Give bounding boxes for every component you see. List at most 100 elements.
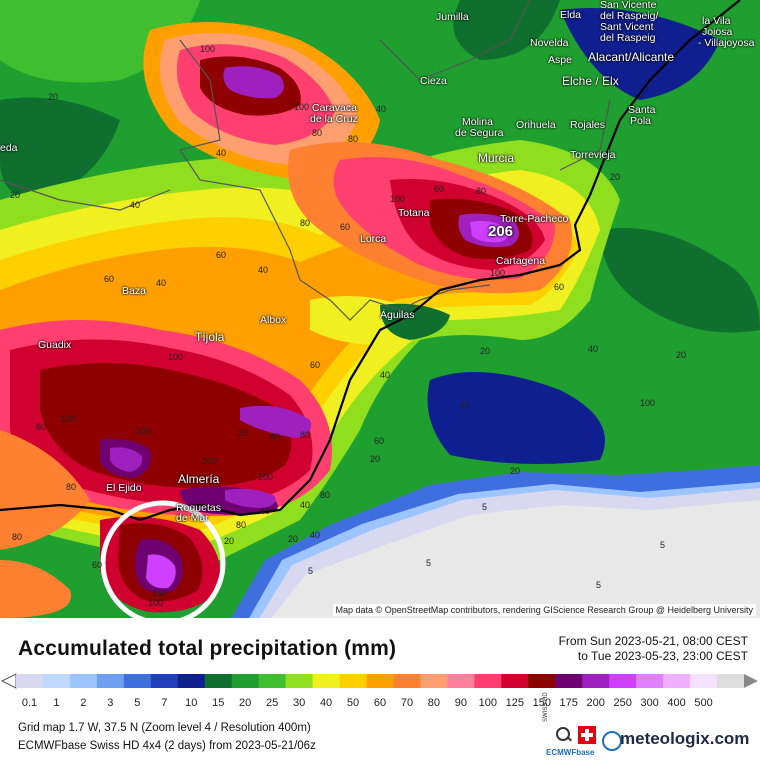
scale-tick-label: 7 bbox=[161, 697, 168, 709]
city-label: Águilas bbox=[380, 309, 415, 321]
scale-swatch bbox=[393, 674, 421, 688]
city-label: del Raspeig bbox=[600, 32, 656, 44]
city-label: Torrevieja bbox=[570, 149, 616, 161]
contour-label: 20 bbox=[288, 534, 299, 544]
city-label: Elda bbox=[560, 9, 582, 21]
contour-label: 20 bbox=[10, 190, 21, 200]
city-label: Molina bbox=[462, 116, 493, 128]
contour-label: 80 bbox=[300, 430, 311, 440]
city-label: San Vicente bbox=[600, 0, 657, 11]
scale-tick-label: 60 bbox=[373, 697, 387, 709]
scale-tick-label: 250 bbox=[613, 697, 632, 709]
scale-swatch bbox=[42, 674, 71, 688]
contour-label: 80 bbox=[312, 128, 323, 138]
precipitation-map[interactable]: Jumilla Elda San Vicente del Raspeig/ Sa… bbox=[0, 0, 760, 618]
city-label: de Mar bbox=[176, 512, 209, 524]
contour-label: 100 bbox=[148, 598, 164, 608]
contour-label: 80 bbox=[320, 490, 331, 500]
contour-label: 150 bbox=[152, 588, 168, 598]
city-label: eda bbox=[0, 142, 18, 154]
legend-title: Accumulated total precipitation (mm) bbox=[18, 637, 397, 660]
contour-label: 80 bbox=[300, 218, 311, 228]
scale-swatch bbox=[717, 674, 745, 688]
scale-swatch bbox=[96, 674, 125, 688]
scale-swatch bbox=[339, 674, 368, 688]
scale-tick-label: 400 bbox=[667, 697, 686, 709]
contour-label: 5 bbox=[596, 580, 602, 590]
contour-label: 20 bbox=[610, 172, 621, 182]
city-label: Joiosa bbox=[702, 26, 733, 38]
scale-tick-label: 175 bbox=[559, 697, 578, 709]
contour-label: 100 bbox=[490, 268, 506, 278]
contour-label: 60 bbox=[340, 222, 351, 232]
scale-swatch bbox=[528, 674, 556, 688]
city-label: Novelda bbox=[530, 37, 569, 49]
scale-swatch bbox=[474, 674, 502, 688]
scale-swatch bbox=[555, 674, 583, 688]
scale-tick-label: 15 bbox=[212, 697, 225, 709]
city-label: de Segura bbox=[455, 127, 504, 139]
scale-tick-label: 50 bbox=[346, 697, 360, 709]
precipitation-field bbox=[0, 0, 760, 618]
contour-label: 60 bbox=[92, 560, 103, 570]
city-label: Aspe bbox=[548, 54, 572, 66]
date-to: to Tue 2023-05-23, 23:00 CEST bbox=[577, 649, 748, 663]
contour-label: 5 bbox=[426, 558, 432, 568]
city-label: Cieza bbox=[420, 75, 447, 87]
contour-label: 60 bbox=[434, 184, 445, 194]
ecmwf-label: ECMWFbase bbox=[546, 748, 595, 757]
city-label: Lorca bbox=[360, 233, 387, 245]
scale-tick-label: 30 bbox=[292, 697, 306, 709]
contour-label: 100 bbox=[258, 472, 274, 482]
contour-label: 100 bbox=[640, 398, 656, 408]
contour-label: 100 bbox=[168, 352, 184, 362]
scale-tick-label: 500 bbox=[694, 697, 713, 709]
contour-label: 5 bbox=[660, 540, 666, 550]
scale-tick-label: 1 bbox=[53, 697, 60, 709]
city-label: Tíjola bbox=[195, 330, 225, 344]
contour-label: 40 bbox=[460, 400, 471, 410]
scale-tick-label: 200 bbox=[586, 697, 605, 709]
city-label: Roquetas bbox=[176, 502, 221, 514]
city-label: Cartagena bbox=[496, 255, 546, 267]
contour-label: 100 bbox=[60, 414, 76, 424]
contour-label: 80 bbox=[270, 432, 281, 442]
city-label: Torre-Pacheco bbox=[500, 213, 569, 225]
contour-label: 40 bbox=[376, 104, 387, 114]
scale-swatch bbox=[231, 674, 260, 688]
scale-tick-label: 80 bbox=[427, 697, 441, 709]
scale-swatch bbox=[16, 674, 44, 688]
scale-tick-label: 3 bbox=[107, 697, 114, 709]
contour-label: 60 bbox=[36, 422, 47, 432]
scale-tick-label: 100 bbox=[478, 697, 498, 709]
city-label: Alacant/Alicante bbox=[588, 50, 675, 64]
scale-swatch bbox=[663, 674, 691, 688]
contour-label: 5 bbox=[308, 566, 314, 576]
contour-label: 40 bbox=[130, 200, 141, 210]
city-label: Rojales bbox=[570, 119, 606, 131]
scale-ticks: 0.1 1 2 3 5 7 10 15 20 25 30 40 50 60 70 80 90 100 125 150 1… bbox=[0, 697, 760, 711]
scale-arrow-right bbox=[744, 674, 758, 688]
brand-name[interactable]: meteologix.com bbox=[620, 729, 750, 748]
contour-label: 100 bbox=[390, 194, 406, 204]
contour-label: 20 bbox=[480, 346, 491, 356]
contour-label: 80 bbox=[476, 186, 487, 196]
contour-label: 80 bbox=[236, 520, 247, 530]
city-label: El Ejido bbox=[106, 482, 142, 494]
scale-swatch bbox=[582, 674, 610, 688]
contour-label: 40 bbox=[310, 530, 321, 540]
scale-swatch bbox=[123, 674, 152, 688]
scale-swatch bbox=[636, 674, 664, 688]
meteologix-logo-icon bbox=[602, 731, 622, 751]
scale-swatch bbox=[690, 674, 718, 688]
scale-swatch bbox=[177, 674, 206, 688]
contour-label: 20 bbox=[676, 350, 687, 360]
color-scale bbox=[0, 673, 758, 689]
scale-tick-label: 2 bbox=[80, 697, 87, 709]
max-value-label: 206 bbox=[488, 223, 514, 240]
city-label: Totana bbox=[398, 207, 430, 219]
scale-tick-label: 0.1 bbox=[21, 697, 38, 709]
contour-label: 40 bbox=[588, 344, 599, 354]
contour-label: 60 bbox=[310, 360, 321, 370]
scale-swatch bbox=[366, 674, 394, 688]
